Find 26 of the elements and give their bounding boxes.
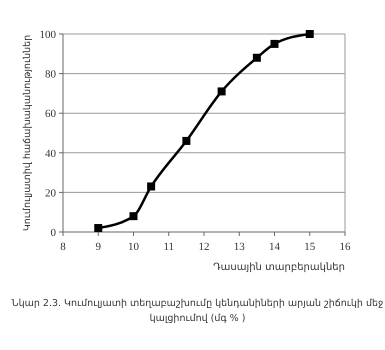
x-tick-label: 10 [128,241,140,253]
x-tick-label: 12 [198,241,210,253]
text: Նկար 2.3. Կումուլյատի տեղաբաշխումը կենդանիների արյան շիճուկի մեջ կալցիումով (մգ % ) [12,298,384,324]
point [130,212,138,220]
y-tick-label: 20 [45,187,56,200]
y-axis-title: Կումուլյատիվ հաճախականություններ [22,34,33,232]
point [218,87,226,96]
x-tick-label: 8 [60,241,66,253]
x-tick-label: 16 [340,241,351,253]
y-tick-label: 0 [50,227,56,239]
point [94,224,102,232]
x-tick-label: 15 [304,241,316,253]
point [182,136,190,145]
y-tick-label: 100 [40,29,56,41]
x-tick-label: 11 [163,241,174,253]
point [147,182,156,190]
y-tick-label: 80 [45,68,56,81]
x-tick-label: 14 [269,241,280,253]
y-tick-label: 60 [45,108,56,120]
point [270,40,278,48]
x-tick-label: 13 [234,241,246,253]
x-axis-title: Դասային տարբերակներ [213,262,345,273]
point [252,54,261,62]
point [306,30,314,38]
x-tick-label: 9 [96,241,102,253]
y-tick-label: 40 [45,148,56,160]
